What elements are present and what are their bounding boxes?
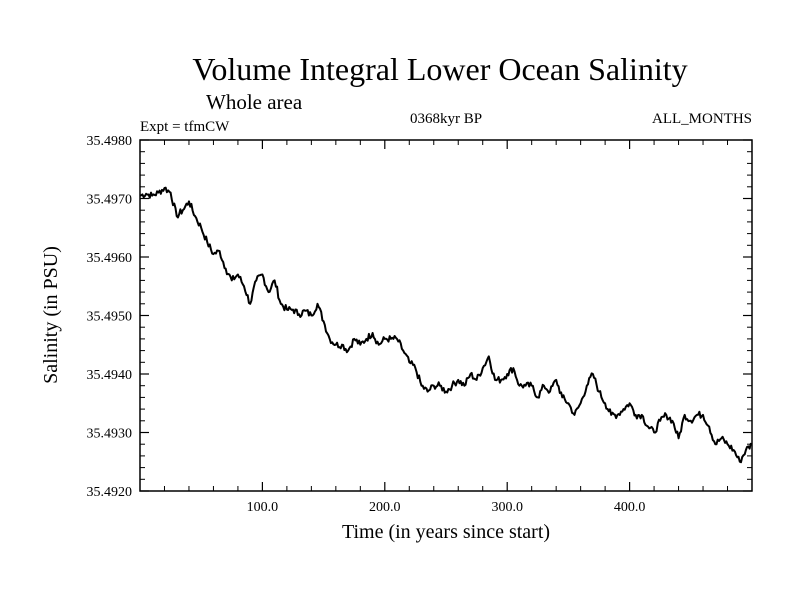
y-tick-label: 35.4950	[87, 310, 133, 325]
x-axis-tick-labels: 100.0 200.0 300.0 400.0	[247, 500, 646, 515]
x-tick-label: 100.0	[247, 500, 279, 515]
experiment-label: Expt = tfmCW	[140, 119, 230, 135]
months-label: ALL_MONTHS	[652, 111, 752, 127]
x-tick-label: 400.0	[614, 500, 646, 515]
x-tick-label: 300.0	[491, 500, 523, 515]
y-tick-label: 35.4940	[87, 368, 133, 383]
x-tick-label: 200.0	[369, 500, 401, 515]
y-tick-label: 35.4970	[87, 193, 133, 208]
y-tick-label: 35.4930	[87, 427, 133, 442]
x-axis-ticks	[163, 140, 729, 491]
plot-frame	[139, 139, 753, 492]
x-axis-label: Time (in years since start)	[342, 521, 550, 543]
chart-subtitle: Whole area	[206, 90, 303, 114]
y-axis-ticks	[140, 139, 752, 492]
y-tick-label: 35.4920	[87, 485, 133, 500]
chart-title: Volume Integral Lower Ocean Salinity	[192, 51, 687, 87]
y-axis-label: Salinity (in PSU)	[40, 246, 62, 384]
salinity-series-line	[139, 186, 753, 464]
period-label: 0368kyr BP	[410, 111, 482, 127]
y-axis-tick-labels: 35.4920 35.4930 35.4940 35.4950 35.4960 35.49…	[87, 134, 133, 500]
y-tick-label: 35.4960	[87, 251, 133, 266]
y-tick-label: 35.4980	[87, 134, 133, 149]
